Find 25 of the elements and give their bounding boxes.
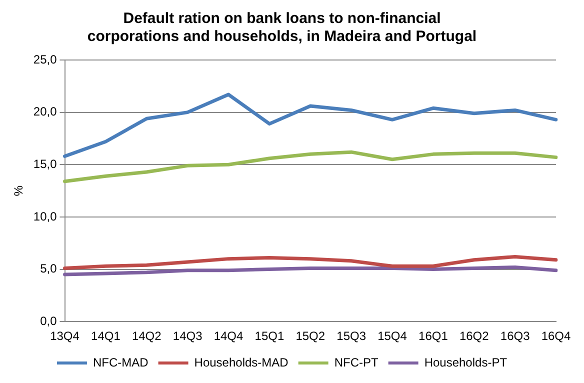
y-tick-label: 0,0 [40, 314, 58, 328]
y-axis-title: % [12, 185, 26, 196]
x-tick-label: 16Q2 [459, 329, 490, 344]
x-tick-label: 15Q4 [378, 329, 408, 344]
chart-title: Default ration on bank loans to non-financial corporations and households, in Madeira and Portugal [87, 10, 477, 46]
x-tick-label: 14Q1 [91, 329, 121, 344]
x-tick-label: 16Q4 [541, 329, 571, 344]
x-tick-label: 14Q4 [214, 329, 244, 344]
legend-label: Households-PT [424, 355, 508, 370]
x-tick-label: 15Q2 [296, 329, 326, 344]
x-tick-label: 13Q4 [50, 329, 80, 344]
x-tick-label: 16Q1 [418, 329, 448, 344]
y-tick-label: 25,0 [33, 52, 58, 66]
legend-label: Households-MAD [194, 355, 289, 370]
x-tick-label: 14Q2 [132, 329, 162, 344]
y-tick-label: 15,0 [33, 156, 58, 171]
x-tick-label: 15Q3 [336, 329, 366, 344]
y-tick-label: 20,0 [33, 104, 58, 119]
x-tick-label: 15Q1 [254, 329, 284, 344]
y-tick-label: 10,0 [33, 209, 58, 224]
legend-label: NFC-MAD [92, 355, 149, 370]
legend-label: NFC-PT [334, 355, 379, 370]
y-tick-label: 5,0 [40, 262, 58, 276]
x-tick-label: 14Q3 [172, 329, 203, 344]
x-tick-label: 16Q3 [500, 329, 530, 344]
